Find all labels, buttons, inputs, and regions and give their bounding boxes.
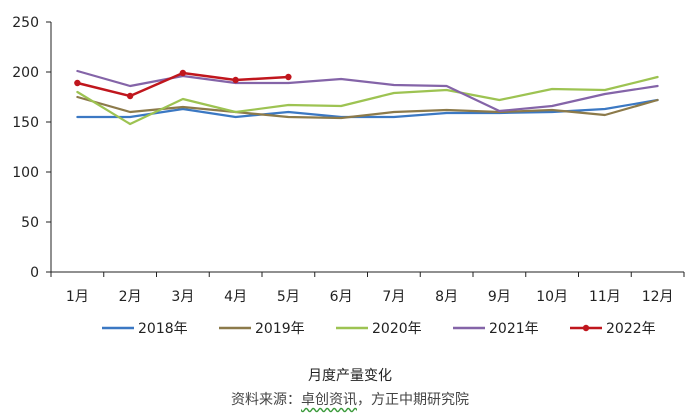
- x-tick-label: 8月: [435, 289, 458, 305]
- series-line: [76, 95, 659, 120]
- y-tick-label: 100: [12, 165, 39, 181]
- series-2021年: [76, 69, 659, 113]
- y-tick-label: 0: [30, 265, 39, 281]
- series-2020年: [76, 75, 659, 126]
- data-point: [179, 69, 187, 77]
- x-tick-label: 9月: [488, 289, 511, 305]
- data-point: [126, 92, 134, 100]
- x-tick-label: 6月: [330, 289, 353, 305]
- data-point: [232, 76, 239, 84]
- x-tick-label: 12月: [642, 289, 674, 305]
- source-prefix: 资料来源：: [231, 392, 301, 408]
- series-2022年: [74, 69, 292, 100]
- y-tick-label: 50: [21, 215, 39, 231]
- legend-item: 2021年: [453, 321, 539, 337]
- x-tick-label: 7月: [382, 289, 405, 305]
- legend-label: 2020年: [372, 321, 422, 337]
- legend-item: 2020年: [336, 321, 422, 337]
- x-tick-label: 2月: [119, 289, 142, 305]
- source-suffix: ，方正中期研究院: [357, 392, 469, 408]
- legend-marker: [582, 324, 590, 332]
- chart-caption-title: 月度产量变化: [308, 368, 392, 384]
- series-line: [76, 75, 659, 126]
- y-tick-label: 200: [12, 65, 39, 81]
- data-point: [74, 79, 81, 87]
- x-tick-label: 1月: [66, 289, 89, 305]
- legend-item: 2019年: [219, 321, 305, 337]
- y-tick-label: 150: [12, 115, 39, 131]
- legend-item: 2022年: [570, 321, 656, 337]
- y-tick-label: 250: [12, 15, 39, 31]
- legend-item: 2018年: [102, 321, 188, 337]
- x-tick-label: 10月: [536, 289, 568, 305]
- legend-label: 2018年: [138, 321, 188, 337]
- x-tick-label: 4月: [224, 289, 247, 305]
- legend-label: 2019年: [255, 321, 305, 337]
- series-2019年: [76, 95, 659, 120]
- chart-source-note: 资料来源：卓创资讯，方正中期研究院: [0, 389, 700, 409]
- series-line: [76, 69, 659, 113]
- data-point: [285, 73, 292, 81]
- source-name: 卓创资讯: [301, 392, 357, 408]
- legend-label: 2021年: [489, 321, 539, 337]
- x-tick-label: 11月: [589, 289, 621, 305]
- x-tick-label: 5月: [277, 289, 300, 305]
- x-tick-label: 3月: [171, 289, 194, 305]
- legend-label: 2022年: [606, 321, 656, 337]
